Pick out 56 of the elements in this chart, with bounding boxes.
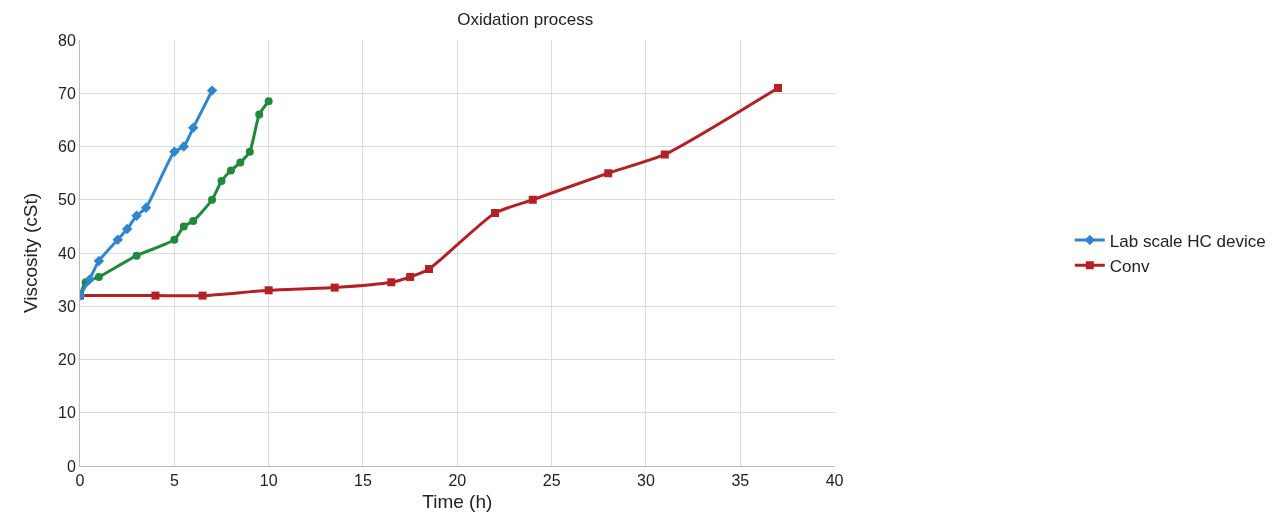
point — [179, 222, 188, 231]
point — [604, 169, 613, 178]
point — [528, 195, 537, 204]
point — [198, 291, 207, 300]
legend-label: Conv — [1109, 256, 1150, 276]
point — [236, 158, 245, 167]
point — [151, 291, 160, 300]
x-tick-label: 35 — [731, 472, 750, 490]
point — [208, 195, 217, 204]
point — [169, 146, 180, 158]
point — [264, 97, 273, 106]
y-axis-title: Viscosity (cSt) — [19, 192, 41, 314]
point — [245, 147, 254, 156]
point — [226, 166, 235, 175]
point — [189, 217, 198, 226]
point — [264, 286, 273, 295]
x-axis-title: Time (h) — [422, 491, 493, 512]
point — [93, 255, 105, 267]
x-tick-label: 15 — [354, 472, 372, 490]
point — [206, 85, 218, 96]
point — [217, 177, 226, 186]
point — [387, 278, 396, 287]
chart-title: Oxidation process — [457, 10, 594, 30]
point — [255, 110, 264, 119]
x-tick-label: 5 — [169, 472, 179, 490]
y-tick-label: 70 — [58, 84, 76, 102]
x-tick-label: 10 — [259, 472, 278, 490]
point — [94, 272, 103, 281]
point — [187, 122, 199, 134]
legend-label: Lab scale HC device — [1109, 231, 1266, 251]
point — [178, 141, 189, 152]
y-tick-label: 80 — [58, 31, 76, 49]
y-tick-label: 10 — [58, 404, 76, 422]
point — [112, 234, 123, 245]
y-tick-label: 0 — [66, 457, 76, 475]
y-tick-label: 30 — [58, 297, 76, 315]
point — [425, 264, 433, 273]
y-tick-label: 50 — [58, 191, 76, 209]
x-tick-label: 20 — [448, 472, 467, 490]
y-tick-label: 20 — [58, 351, 76, 369]
point — [121, 223, 133, 235]
x-tick-label: 40 — [825, 472, 844, 490]
point — [774, 83, 783, 92]
point — [132, 251, 141, 260]
point — [491, 209, 500, 218]
x-tick-label: 25 — [542, 472, 561, 490]
point — [131, 210, 142, 221]
point — [406, 272, 415, 281]
x-tick-label: 30 — [637, 472, 655, 490]
point — [660, 150, 669, 159]
point — [330, 283, 339, 292]
point — [140, 202, 152, 213]
point — [170, 235, 179, 244]
point — [84, 274, 95, 285]
y-tick-label: 40 — [58, 244, 76, 262]
y-tick-label: 60 — [58, 138, 76, 156]
